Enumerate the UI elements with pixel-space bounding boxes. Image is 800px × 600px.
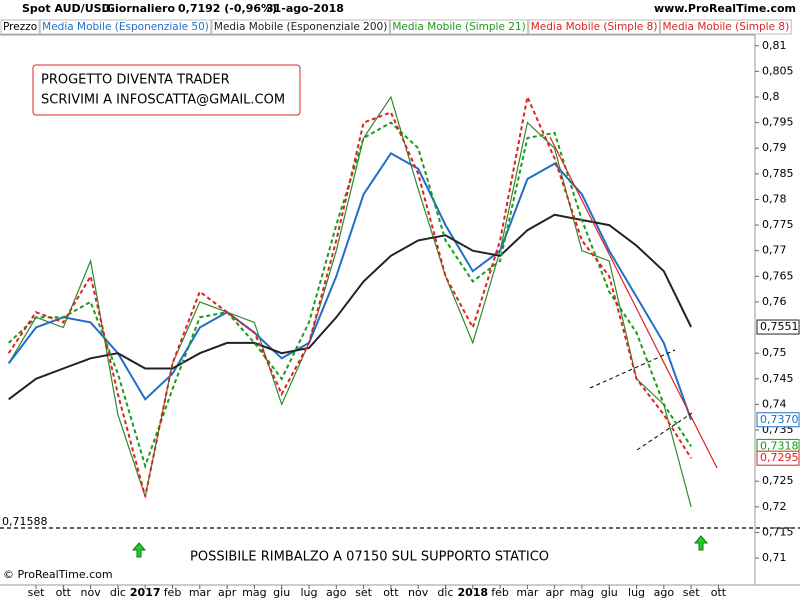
- y-tick-label: 0,71: [762, 551, 787, 564]
- x-tick-label: ott: [711, 586, 727, 599]
- note-line: SCRIVIMI A INFOSCATTA@GMAIL.COM: [41, 93, 285, 108]
- legend-box: [211, 19, 390, 35]
- plot: 0,71588: [0, 93, 800, 529]
- x-tick-label: lug: [300, 586, 317, 599]
- x-tick-label: set: [28, 586, 45, 599]
- y-tick-label: 0,77: [762, 244, 787, 257]
- support-label: 0,71588: [2, 515, 48, 528]
- y-tick-label: 0,72: [762, 500, 787, 513]
- legend-box: [528, 19, 660, 35]
- x-tick-label: giu: [601, 586, 618, 599]
- y-tick-label: 0,765: [762, 269, 794, 282]
- x-tick-label: ott: [56, 586, 72, 599]
- date: 31-ago-2018: [266, 2, 344, 15]
- y-tick-label: 0,76: [762, 295, 787, 308]
- last-value-label: 0,7551: [760, 320, 799, 333]
- x-tick-label: giu: [273, 586, 290, 599]
- legend-entry: Media Mobile (Simple 8): [531, 21, 658, 33]
- note-box: [32, 64, 301, 116]
- last-value-box: [756, 412, 800, 428]
- legend-entry: Prezzo: [3, 21, 37, 33]
- x-tick-label: ott: [383, 586, 399, 599]
- last-value-label: 0,7370: [760, 413, 799, 426]
- x-tick-label: nov: [81, 586, 102, 599]
- legend-box: [389, 19, 529, 35]
- y-tick-label: 0,725: [762, 474, 794, 487]
- series-line: [8, 95, 692, 508]
- x-tick-label: set: [355, 586, 372, 599]
- period: Giornaliero: [106, 2, 175, 15]
- x-tick-label: apr: [546, 586, 565, 599]
- note-line: PROGETTO DIVENTA TRADER: [41, 73, 230, 88]
- trend-line: [549, 136, 718, 469]
- legend: Prezzo Media Mobile (Esponenziale 50) Medi…: [0, 19, 792, 35]
- x-tick-label: feb: [491, 586, 509, 599]
- series-line: [7, 151, 693, 421]
- last-value-label: 0,7318: [760, 439, 799, 452]
- x-tick-label: set: [683, 586, 700, 599]
- y-tick-label: 0,78: [762, 192, 787, 205]
- x-tick-label: ago: [326, 586, 347, 599]
- legend-box: [659, 19, 792, 35]
- symbol: Spot AUD/USD: [22, 2, 111, 15]
- note-bottom: POSSIBILE RIMBALZO A 07150 SUL SUPPORTO …: [190, 550, 549, 565]
- x-tick-label: apr: [218, 586, 237, 599]
- x-tick-label: 2017: [130, 586, 161, 599]
- y-tick-label: 0,745: [762, 372, 794, 385]
- legend-entry: Media Mobile (Esponenziale 50): [42, 21, 209, 33]
- last-price: 0,7192 (-0,96%): [178, 2, 277, 15]
- y-tick-label: 0,75: [762, 346, 787, 359]
- y-tick-label: 0,785: [762, 167, 794, 180]
- up-arrow: [693, 535, 709, 551]
- y-tick-label: 0,81: [762, 39, 787, 52]
- x-tick-label: mar: [516, 586, 538, 599]
- x-tick-label: dic: [110, 586, 126, 599]
- legend-entry: Media Mobile (Esponenziale 200): [214, 21, 387, 33]
- y-tick-label: 0,795: [762, 116, 794, 129]
- x-tick-label: nov: [408, 586, 429, 599]
- x-tick-label: mar: [189, 586, 211, 599]
- series-line: [7, 93, 692, 497]
- x-tick-label: mag: [570, 586, 594, 599]
- legend-entry: Media Mobile (Simple 8): [662, 21, 789, 33]
- channel-line: [589, 349, 676, 389]
- legend-entry: Media Mobile (Simple 21): [392, 21, 525, 33]
- series-line: [8, 213, 692, 401]
- x-tick-label: mag: [242, 586, 266, 599]
- up-arrow: [131, 542, 147, 558]
- last-value-box: [756, 319, 800, 335]
- y-tick-label: 0,775: [762, 218, 794, 231]
- y-tick-label: 0,79: [762, 141, 787, 154]
- last-value-label: 0,7295: [760, 451, 799, 464]
- x-tick-label: ago: [654, 586, 675, 599]
- site: www.ProRealTime.com: [654, 2, 796, 15]
- x-tick-label: 2018: [457, 586, 488, 599]
- legend-box: [39, 19, 212, 35]
- y-tick-label: 0,805: [762, 64, 794, 77]
- copyright: © ProRealTime.com: [3, 568, 113, 581]
- y-tick-label: 0,715: [762, 525, 794, 538]
- y-tick-label: 0,74: [762, 397, 787, 410]
- y-tick-label: 0,8: [762, 90, 780, 103]
- legend-box: [0, 19, 40, 35]
- x-tick-label: lug: [628, 586, 645, 599]
- x-tick-label: feb: [164, 586, 182, 599]
- last-value-box: [756, 450, 800, 466]
- x-tick-label: dic: [437, 586, 453, 599]
